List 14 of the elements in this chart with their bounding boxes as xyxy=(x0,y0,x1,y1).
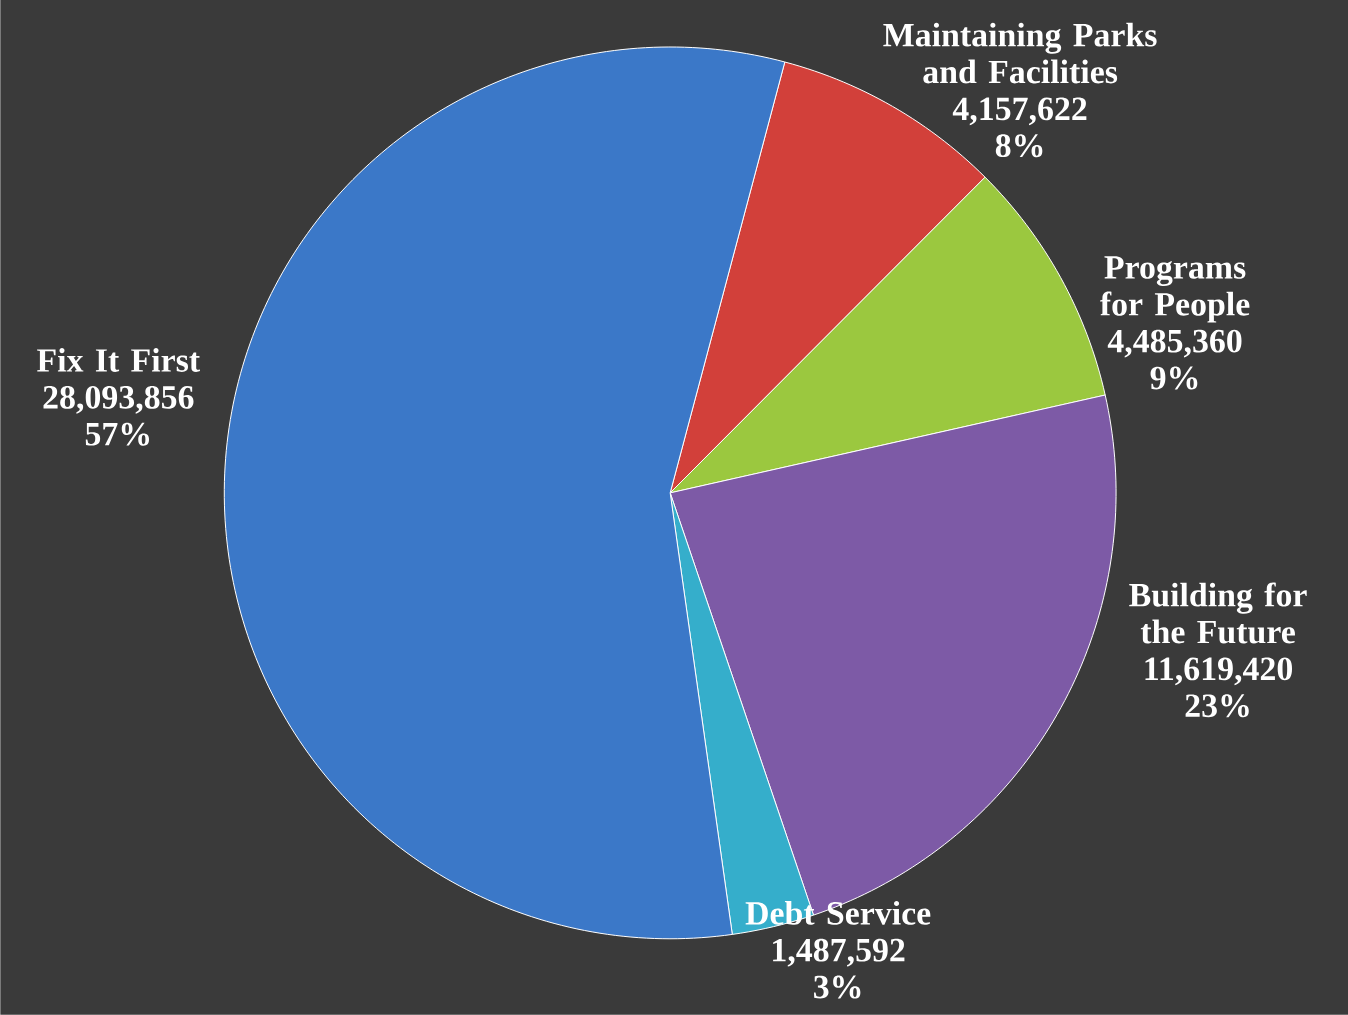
text: 8% xyxy=(995,134,1043,158)
data-label: 1,487,592 xyxy=(773,938,905,967)
text: 57% xyxy=(85,422,149,446)
text: 3% xyxy=(814,975,861,999)
data-label: 4,157,622 xyxy=(952,97,1087,126)
data-label: 28,093,856 xyxy=(43,386,194,414)
data-label: 11,619,420 xyxy=(1145,657,1293,686)
slice-label: Programs for People xyxy=(1100,256,1250,323)
slice-label: Fix It First xyxy=(37,348,200,373)
slice-label: Maintaining Parks and Facilities xyxy=(883,22,1157,84)
slice-label: Building for the Future xyxy=(1129,582,1307,644)
text: 9% xyxy=(1150,366,1198,390)
text: 23% xyxy=(1185,694,1249,718)
data-label: 4,485,360 xyxy=(1107,329,1242,358)
